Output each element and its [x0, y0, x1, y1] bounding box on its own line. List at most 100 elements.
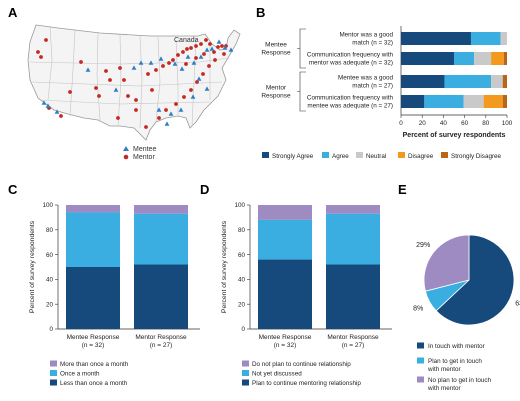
bar-segment	[470, 32, 501, 45]
map-marker-mentor	[134, 98, 138, 102]
category-label: (n = 27)	[342, 342, 365, 349]
map-marker-mentor	[167, 61, 171, 65]
map-marker-mentor	[194, 56, 198, 60]
bar-segment	[134, 205, 188, 214]
category-label: Communication frequency with	[307, 95, 394, 102]
map-marker-mentor	[68, 90, 72, 94]
chart-c: 0 20 40 60 80 100 Percent of survey respondent…	[29, 202, 200, 387]
category-label: Mentee Response	[67, 334, 120, 341]
group-label: Response	[261, 50, 291, 57]
bar-segment	[454, 52, 475, 65]
bar-segment	[491, 52, 504, 65]
map-marker-mentee	[131, 65, 137, 70]
y-tick-label: 40	[238, 277, 246, 284]
bar-segment	[401, 32, 471, 45]
us-outline	[27, 24, 241, 141]
category-label: Mentor Response	[135, 334, 187, 341]
map-marker-mentor	[202, 52, 206, 56]
map-marker-mentor	[222, 52, 226, 56]
map-marker-mentor	[126, 94, 130, 98]
map-marker-mentee	[172, 61, 178, 66]
legend-label: Less than once a month	[60, 380, 128, 387]
bar-segment	[134, 213, 188, 265]
y-tick-label: 100	[234, 202, 245, 209]
map-marker-mentor	[59, 114, 63, 118]
pie-value-label: 8%	[413, 305, 423, 312]
map-marker-mentee	[54, 109, 60, 114]
map-marker-mentee	[191, 60, 197, 65]
us-map: Canada Mentee Mentor	[27, 24, 241, 161]
map-marker-mentor	[181, 50, 185, 54]
map-marker-mentee	[198, 54, 204, 59]
map-marker-mentor	[220, 44, 224, 48]
map-marker-mentor	[184, 62, 188, 66]
y-tick-label: 100	[42, 202, 53, 209]
map-marker-mentee	[204, 47, 210, 52]
legend-mentor-label: Mentor	[133, 154, 155, 161]
map-marker-mentee	[228, 47, 234, 52]
panel-letter-a: A	[8, 5, 18, 20]
bar-segment	[474, 52, 492, 65]
map-marker-mentee	[45, 103, 51, 108]
bar-segment	[258, 219, 312, 260]
map-marker-mentor	[182, 95, 186, 99]
map-marker-mentor	[108, 78, 112, 82]
map-marker-mentee	[216, 39, 222, 44]
chart-e: 63% 8% 29% In touch with mentor Plan to get …	[413, 234, 520, 392]
bar-segment	[491, 75, 503, 88]
map-marker-mentor	[36, 50, 40, 54]
map-marker-mentee	[196, 76, 202, 81]
map-marker-mentee	[85, 67, 91, 72]
map-marker-mentor	[216, 45, 220, 49]
bar-segment	[134, 264, 188, 329]
map-marker-mentor	[185, 47, 189, 51]
map-marker-mentor	[164, 108, 168, 112]
x-tick-label: 60	[461, 120, 469, 127]
category-label: (n = 32)	[274, 342, 297, 349]
bar-segment	[503, 52, 507, 65]
y-tick-label: 80	[46, 227, 54, 234]
group-label: Response	[261, 93, 291, 100]
legend-swatch	[242, 360, 249, 367]
map-marker-mentor	[189, 88, 193, 92]
group-bracket	[297, 28, 306, 69]
map-marker-mentee	[113, 87, 119, 92]
map-marker-mentor	[134, 108, 138, 112]
map-markers	[36, 38, 234, 129]
legend-label: Strongly Disagree	[451, 153, 502, 160]
map-marker-mentor	[208, 42, 212, 46]
legend-swatch	[398, 152, 405, 158]
map-marker-mentee	[158, 56, 164, 61]
bar-segment	[401, 95, 425, 108]
map-marker-mentor	[146, 72, 150, 76]
bar-segment	[66, 267, 120, 329]
panel-letter-c: C	[8, 182, 18, 197]
legend-label: Once a month	[60, 371, 100, 378]
bar-segment	[401, 52, 454, 65]
legend-mentee-marker	[123, 146, 129, 151]
map-marker-mentee	[164, 121, 170, 126]
map-marker-mentor	[39, 55, 43, 59]
bar-segment	[66, 205, 120, 213]
category-label: Mentee Response	[259, 334, 312, 341]
bar-segment	[502, 75, 507, 88]
map-marker-mentor	[154, 68, 158, 72]
legend-swatch	[417, 376, 424, 383]
legend-swatch	[322, 152, 329, 158]
map-marker-mentee	[209, 46, 215, 51]
legend-swatch	[441, 152, 448, 158]
legend-label: Do not plan to continue relationship	[252, 361, 351, 368]
pie-value-label: 29%	[416, 242, 430, 249]
legend-label: Plan to continue mentoring relationship	[252, 380, 361, 387]
group-label: Mentee	[265, 42, 287, 49]
map-country-label: Canada	[174, 37, 199, 44]
x-tick-label: 100	[502, 120, 513, 127]
map-marker-mentor	[150, 88, 154, 92]
y-tick-label: 60	[46, 252, 54, 259]
y-tick-label: 80	[238, 227, 246, 234]
map-marker-mentor	[194, 44, 198, 48]
map-marker-mentee	[168, 111, 174, 116]
x-tick-label: 80	[482, 120, 490, 127]
